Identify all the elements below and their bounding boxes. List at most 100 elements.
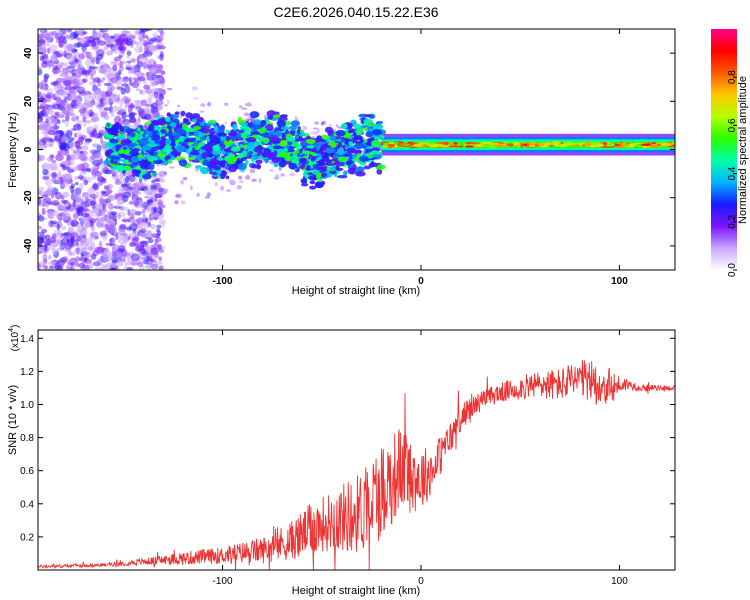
noise-blob	[103, 217, 110, 221]
y-tick-label: 40	[23, 47, 34, 59]
signal-blob	[603, 142, 608, 146]
noise-blob	[76, 242, 80, 247]
noise-blob	[82, 78, 86, 83]
noise-blob	[42, 168, 49, 176]
signal-blob	[180, 110, 186, 116]
signal-blob	[165, 117, 171, 123]
noise-blob	[139, 36, 143, 44]
signal-blob	[619, 142, 628, 146]
noise-blob	[56, 133, 61, 137]
signal-blob	[109, 139, 119, 144]
signal-blob	[193, 126, 202, 130]
noise-blob	[61, 232, 70, 237]
signal-blob	[211, 149, 222, 156]
signal-blob	[144, 129, 149, 136]
signal-blob	[121, 149, 132, 155]
noise-blob	[81, 225, 88, 231]
noise-blob	[49, 210, 57, 214]
noise-blob	[92, 159, 102, 167]
noise-blob	[117, 94, 121, 101]
noise-blob	[80, 219, 86, 224]
signal-blob	[398, 143, 409, 146]
noise-blob	[114, 72, 121, 78]
noise-blob	[48, 255, 52, 260]
signal-blob	[142, 173, 152, 180]
signal-blob	[650, 144, 658, 149]
noise-blob	[150, 109, 156, 114]
noise-blob	[89, 99, 94, 108]
noise-blob	[75, 209, 83, 215]
signal-blob	[640, 143, 652, 146]
signal-blob	[199, 166, 208, 173]
noise-blob	[62, 37, 67, 45]
noise-blob	[151, 68, 156, 75]
noise-blob	[61, 191, 70, 198]
noise-blob	[96, 144, 102, 153]
signal-blob	[537, 143, 545, 147]
noise-blob	[96, 78, 102, 84]
noise-blob	[75, 255, 80, 263]
noise-blob	[119, 223, 127, 230]
noise-blob	[38, 91, 42, 96]
noise-blob	[48, 108, 54, 116]
noise-blob	[38, 198, 42, 206]
y-tick-label: 0.2	[20, 532, 34, 543]
signal-blob	[147, 143, 158, 148]
noise-blob	[38, 262, 42, 270]
noise-blob	[110, 211, 118, 216]
noise-blob	[77, 64, 83, 69]
noise-blob	[68, 34, 74, 41]
noise-blob	[74, 58, 80, 63]
signal-blob	[426, 142, 438, 145]
noise-blob	[101, 223, 106, 228]
noise-blob	[147, 50, 153, 57]
signal-blob	[354, 123, 362, 130]
noise-blob	[191, 86, 198, 91]
signal-blob	[268, 131, 278, 136]
noise-blob	[148, 93, 154, 100]
signal-blob	[139, 160, 148, 168]
noise-blob	[81, 162, 89, 170]
noise-blob	[106, 43, 115, 48]
colorbar-gradient	[711, 29, 737, 270]
noise-blob	[151, 265, 159, 269]
noise-blob	[51, 177, 57, 183]
noise-blob	[38, 112, 45, 117]
signal-blob	[301, 182, 309, 187]
noise-blob	[79, 150, 84, 155]
signal-blob	[315, 141, 326, 145]
signal-blob	[279, 139, 288, 147]
figure-title: C2E6.2026.040.15.22.E36	[273, 4, 438, 20]
noise-blob	[80, 102, 89, 110]
noise-blob	[86, 111, 91, 115]
signal-blob	[287, 137, 296, 142]
noise-blob	[258, 178, 262, 183]
noise-blob	[82, 194, 88, 200]
noise-blob	[91, 60, 95, 65]
noise-blob	[102, 94, 107, 101]
snr-multiplier: (x104)	[8, 325, 21, 352]
signal-blob	[324, 147, 336, 154]
noise-blob	[55, 53, 64, 58]
noise-blob	[95, 191, 100, 200]
noise-blob	[141, 256, 148, 262]
noise-blob	[91, 116, 100, 122]
signal-blob	[150, 122, 161, 126]
noise-blob	[76, 32, 80, 36]
noise-blob	[133, 99, 143, 104]
noise-blob	[118, 66, 125, 72]
signal-blob	[262, 137, 270, 145]
noise-blob	[83, 217, 89, 225]
noise-blob	[43, 110, 48, 116]
noise-blob	[78, 57, 82, 65]
noise-blob	[100, 190, 107, 195]
noise-blob	[200, 103, 206, 107]
signal-blob	[364, 114, 375, 118]
noise-blob	[92, 182, 98, 190]
noise-blob	[154, 240, 159, 248]
noise-blob	[74, 221, 80, 225]
signal-blob	[209, 158, 219, 165]
signal-blob	[286, 120, 292, 126]
noise-blob	[160, 222, 166, 228]
signal-blob	[336, 175, 348, 179]
